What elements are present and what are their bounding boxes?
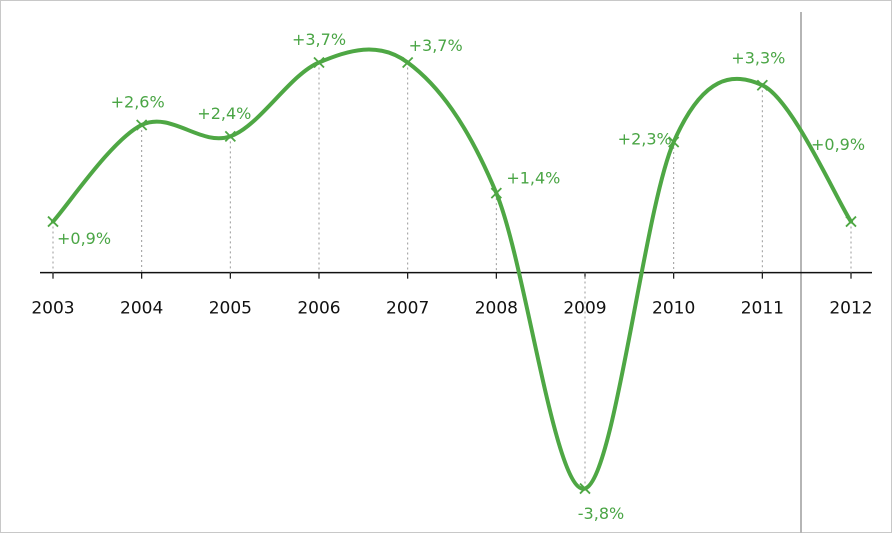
value-label: +2,3%	[618, 130, 672, 149]
x-tick-label: 2003	[31, 299, 74, 319]
x-tick-label: 2011	[741, 299, 784, 319]
x-tick-label: 2005	[209, 299, 252, 319]
x-tick-label: 2004	[120, 299, 163, 319]
value-label: +3,7%	[409, 36, 463, 55]
point-marker	[313, 56, 325, 69]
point-marker	[402, 56, 414, 69]
value-label: -3,8%	[578, 504, 624, 523]
value-label: +0,9%	[57, 229, 111, 248]
value-label: +3,7%	[292, 30, 346, 49]
value-label: +2,6%	[111, 92, 165, 111]
line	[51, 47, 853, 491]
point-marker	[47, 215, 59, 228]
point-marker	[136, 119, 148, 131]
x-tick-label: 2009	[563, 299, 606, 319]
point-marker	[490, 187, 502, 199]
value-label: +0,9%	[811, 135, 865, 154]
x-tick-label: 2007	[386, 299, 429, 319]
value-label: +1,4%	[506, 169, 560, 188]
point-marker	[845, 215, 857, 228]
x-tick-label: 2006	[297, 299, 340, 319]
x-tick-label: 2010	[652, 299, 695, 319]
x-tick-label: 2008	[475, 299, 518, 319]
x-tick-label: 2012	[829, 299, 872, 319]
point-marker	[756, 79, 768, 91]
point-marker	[668, 136, 680, 148]
value-label: +2,4%	[197, 104, 251, 123]
point-marker	[224, 130, 236, 142]
value-label: +3,3%	[731, 49, 785, 68]
point-marker	[579, 482, 591, 495]
